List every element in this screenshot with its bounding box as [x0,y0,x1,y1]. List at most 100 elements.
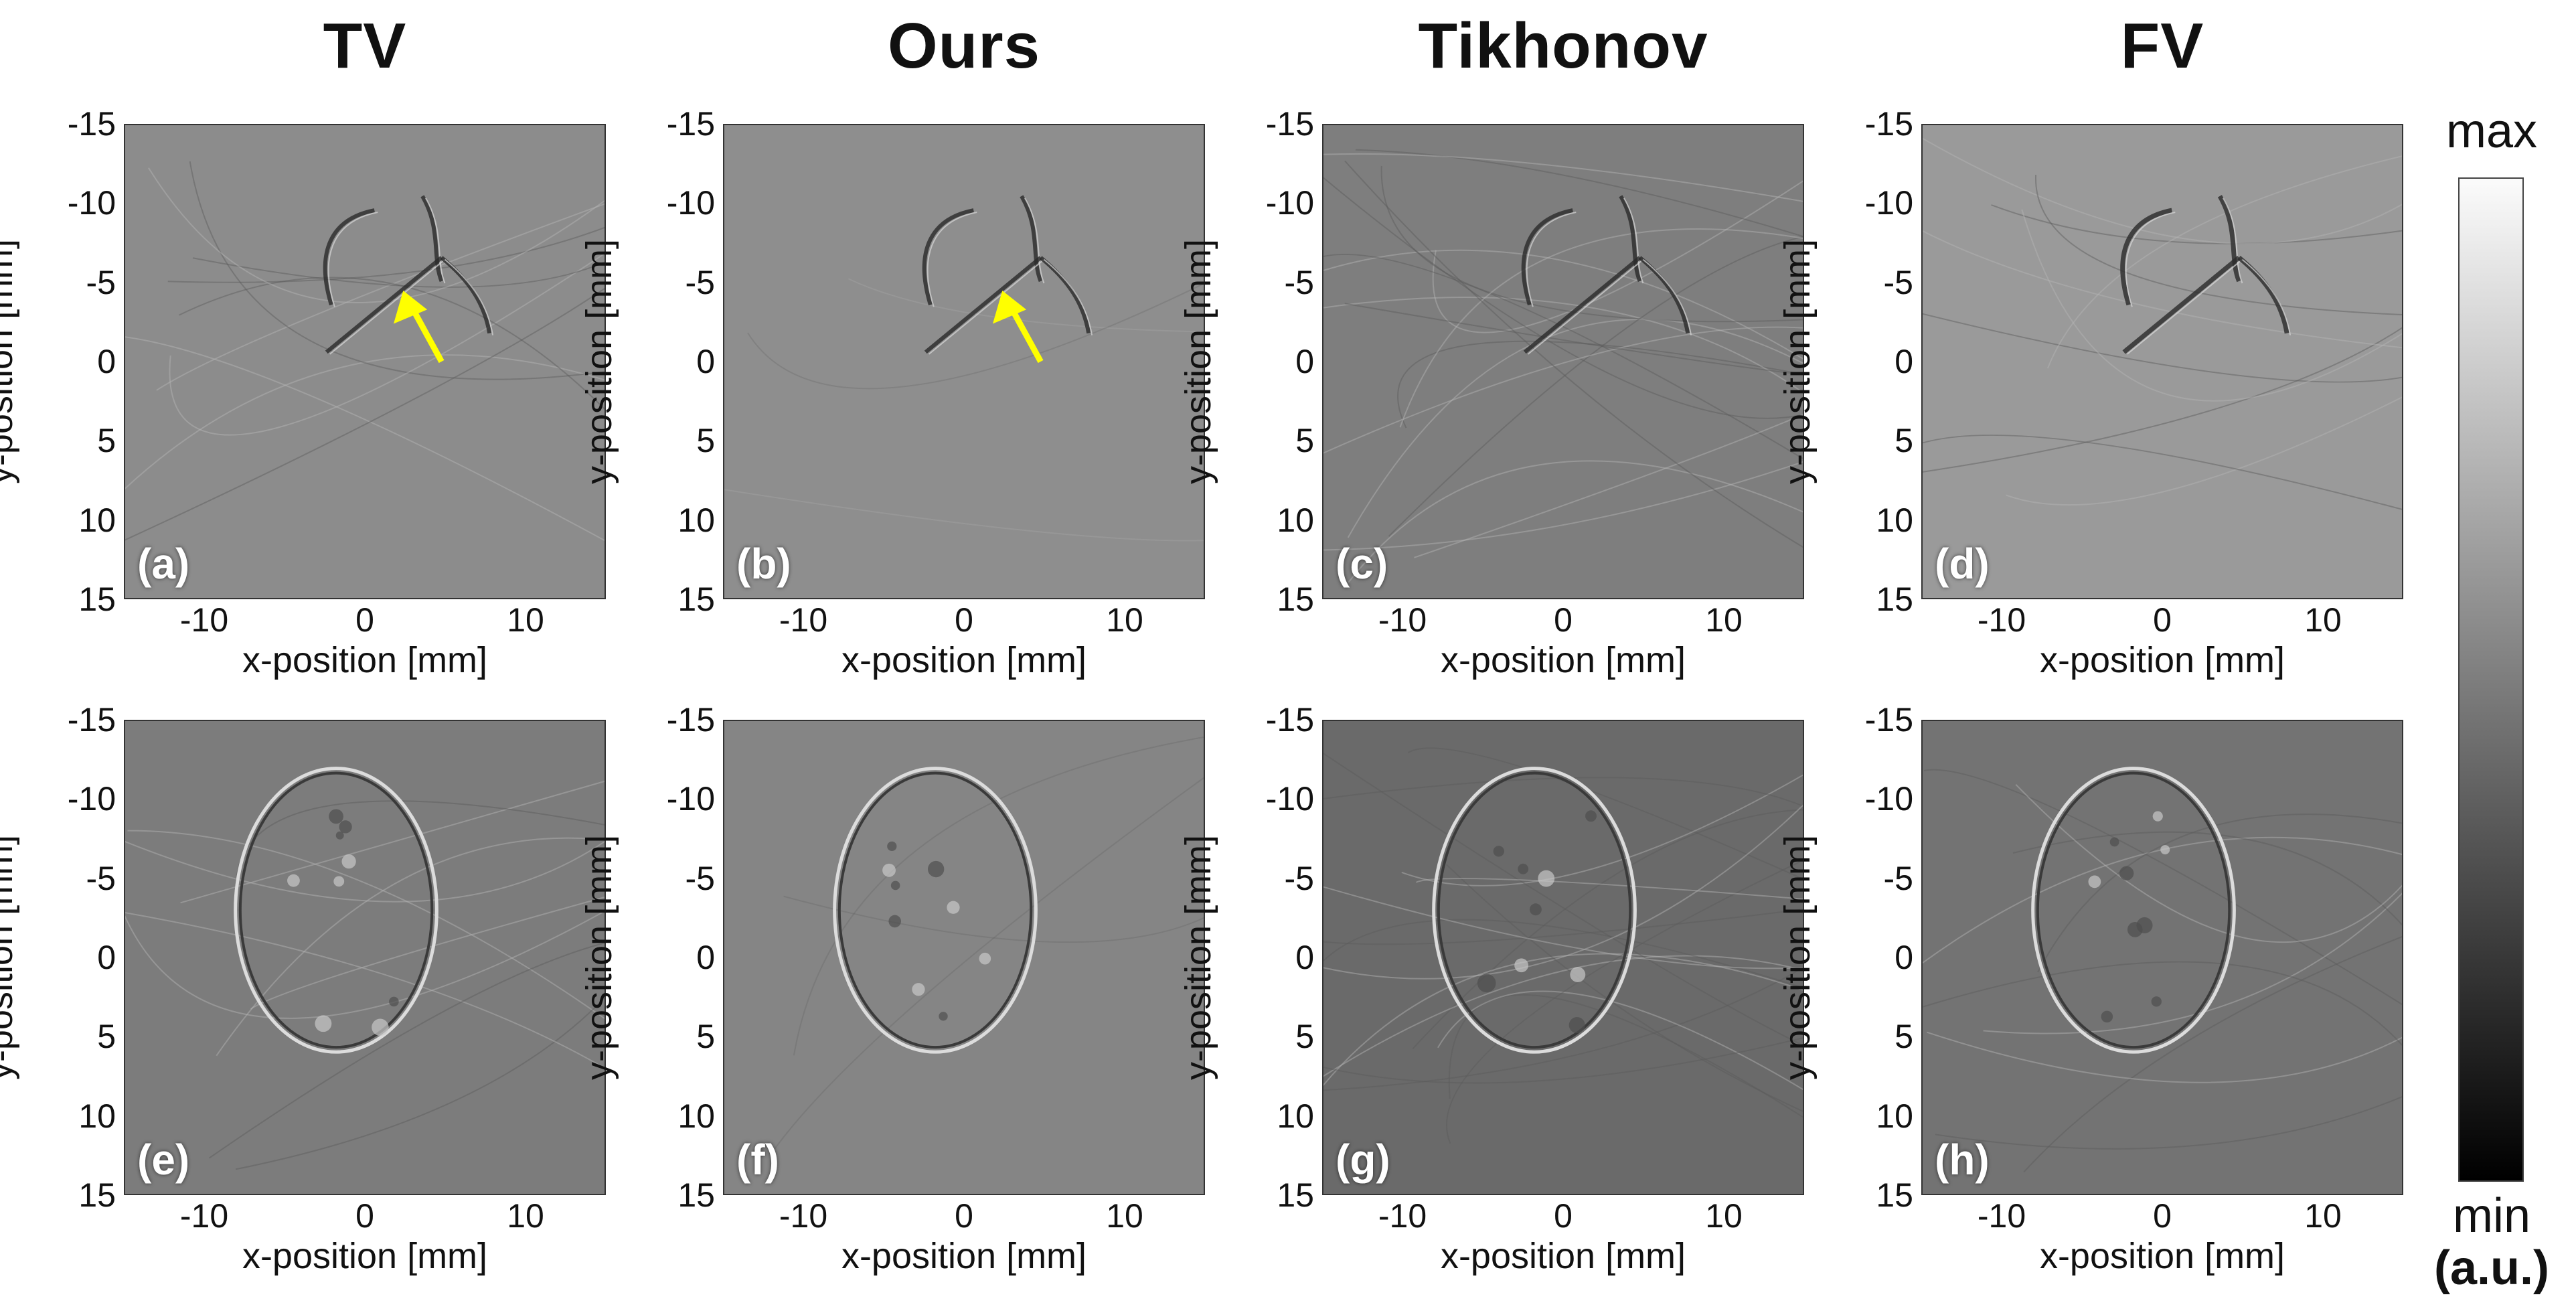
x-tick-label: 0 [2153,1197,2172,1235]
artifact-streak [1347,319,1803,538]
x-axis-label: x-position [mm] [2039,1236,2285,1276]
artifact-streak [1446,859,1803,1144]
x-tick-label: -10 [1977,601,2026,639]
y-tick-label: 15 [677,581,715,618]
tissue-spot [890,880,900,891]
tissue-spot [335,831,344,840]
artifact-streak [771,777,1204,1154]
artifact-streak [1323,777,1803,807]
artifact-streak [1991,204,2402,244]
y-tick-label: 10 [78,1097,116,1135]
y-tick-label: -15 [67,105,116,143]
x-tick-label: 10 [2304,601,2342,639]
artifact-streak [156,203,605,391]
vessel-highlight [425,198,446,284]
y-tick-label: -10 [666,184,715,222]
artifact-streak [1344,303,1803,376]
vessel-highlight [929,258,1045,355]
x-tick-label: 0 [355,601,374,639]
vessel-structure [2237,255,2289,334]
artifact-streak [250,896,605,1010]
annotation-arrow-head [992,291,1027,324]
vessel-highlight [1043,258,1093,335]
x-tick-label: 10 [507,1197,544,1235]
x-tick-label: -10 [1977,1197,2026,1235]
panel-background [1323,721,1803,1194]
y-tick-label: 10 [677,501,715,539]
artifact-streak [1323,254,1803,459]
panel-h: (h) [1921,720,2403,1195]
reconstruction-image [1923,721,2402,1194]
artifact-streak [1323,177,1803,419]
y-axis-label: y-position [mm] [0,238,20,485]
artifact-streak [125,910,605,1019]
reconstruction-image [125,125,605,598]
artifact-streak [208,942,605,1159]
y-tick-label: 10 [1277,1097,1314,1135]
x-tick-label: -10 [179,601,229,639]
artifact-streak [125,840,605,903]
y-tick-label: -10 [67,780,116,818]
x-axis-label: x-position [mm] [841,640,1087,680]
artifact-streak [1923,769,2402,1006]
column-title: FV [2120,10,2204,82]
x-axis-label: x-position [mm] [242,640,488,680]
vessel-structure [2120,208,2172,306]
x-axis-label: x-position [mm] [1440,640,1686,680]
panel-d: (d) [1921,124,2403,599]
artifact-streak [1323,953,1803,1087]
y-axis-label: y-position [mm] [0,834,20,1081]
x-axis-label: x-position [mm] [841,1236,1087,1276]
artifact-streak [1927,1031,2402,1083]
colorbar-max-label: max [2445,104,2538,158]
panel-label: (a) [137,540,190,588]
vessel-highlight [1526,212,1577,307]
artifact-streak [1446,864,1803,1112]
x-tick-label: -10 [779,601,828,639]
artifact-streak [1983,893,2402,1034]
artifact-streak [1323,909,1803,945]
column-title: Ours [887,10,1041,82]
y-tick-label: 0 [97,343,116,380]
y-tick-label: 15 [1876,581,1913,618]
tumor-outline [234,767,438,1054]
artifact-streak [1923,313,2402,383]
artifact-streak [2035,174,2402,315]
panel-background [1923,721,2402,1194]
panel-label: (h) [1935,1136,1990,1184]
artifact-streak [179,277,605,410]
y-tick-label: 15 [1277,581,1314,618]
panel-background [724,125,1204,598]
panel-label: (g) [1336,1136,1390,1184]
artifact-streak [1348,460,1803,583]
artifact-streak [1935,1095,2402,1150]
artifact-streak [125,336,605,542]
tissue-spot [2119,866,2134,880]
tissue-spot [1477,974,1496,993]
reconstruction-image [724,721,1204,1194]
y-tick-label: -10 [666,780,715,818]
panel-label: (d) [1935,540,1990,588]
y-tick-label: 10 [677,1097,715,1135]
y-tick-label: 5 [1295,422,1314,460]
artifact-streak [1323,1037,1803,1084]
artifact-streak [1399,228,1803,428]
tissue-spot [1570,967,1586,983]
tissue-spot [1568,1016,1585,1033]
tissue-spot [979,952,991,965]
tissue-spot [947,901,960,914]
x-axis-label: x-position [mm] [1440,1236,1686,1276]
artifact-streak [169,252,605,436]
vessel-structure [440,256,492,334]
y-tick-label: 5 [97,422,116,460]
y-tick-label: 15 [677,1176,715,1214]
artifact-streak [1323,804,1803,980]
tissue-spot [1493,846,1504,857]
tissue-spot [315,1015,332,1032]
y-tick-label: 15 [78,1176,116,1214]
vessel-structure [1523,256,1641,354]
y-tick-label: 10 [1277,501,1314,539]
y-tick-label: -15 [1864,105,1913,143]
x-axis-label: x-position [mm] [242,1236,488,1276]
y-axis-label: y-position [mm] [579,238,619,485]
